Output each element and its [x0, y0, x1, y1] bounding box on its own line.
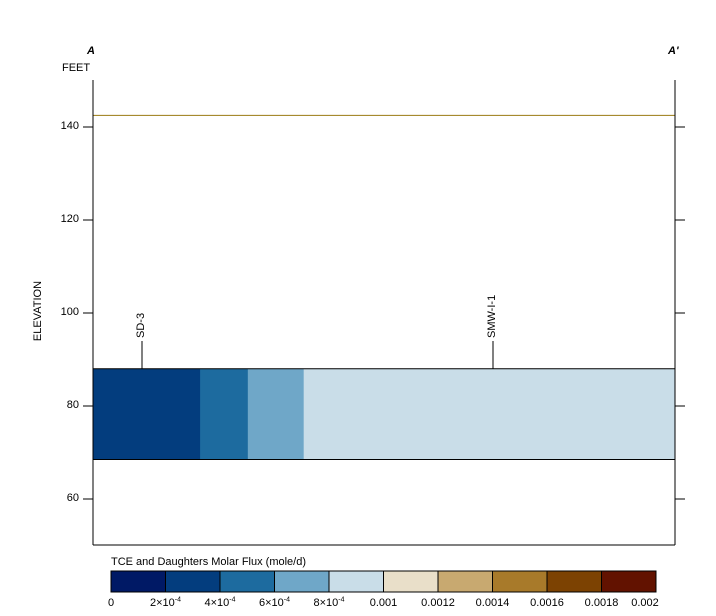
legend-tick-label: 2×10-4	[149, 596, 182, 609]
well-label: SMW-I-1	[486, 294, 498, 338]
flux-segment	[247, 368, 305, 460]
y-tick-label: 80	[66, 399, 79, 411]
legend-tick-label: 6×10-4	[258, 596, 291, 609]
legend-tick-label: 0.0016	[530, 597, 564, 609]
legend-swatch	[328, 570, 384, 593]
y-tick-label: 100	[60, 306, 79, 318]
y-tick-label: 140	[60, 120, 79, 132]
flux-segment	[200, 368, 249, 460]
legend-tick-label: 0.0018	[584, 597, 619, 609]
flux-segment	[93, 368, 201, 460]
legend-tick-label: 8×10-4	[313, 596, 345, 609]
flux-segment	[303, 368, 676, 460]
legend-swatch	[165, 570, 221, 593]
legend-swatch	[601, 570, 657, 593]
section-end-label: A'	[668, 45, 679, 57]
legend-swatch	[492, 570, 548, 593]
legend-tick-label: 0.0012	[421, 597, 455, 609]
legend-swatch	[437, 570, 493, 593]
legend-swatch	[546, 570, 602, 593]
legend-tick-label: 0.001	[369, 597, 398, 609]
axis-unit-label: FEET	[62, 62, 91, 74]
y-tick-label: 120	[60, 213, 79, 225]
legend-swatch	[383, 570, 439, 593]
y-tick-label: 60	[66, 492, 79, 504]
legend-title: TCE and Daughters Molar Flux (mole/d)	[111, 556, 307, 568]
legend-tick-label: 0	[108, 597, 115, 609]
legend-swatch	[219, 570, 275, 593]
legend-swatch	[110, 570, 166, 593]
legend-tick-label: 4×10-4	[204, 596, 236, 609]
legend-tick-label: 0.002	[631, 597, 659, 609]
legend-swatch	[274, 570, 330, 593]
section-start-label: A	[87, 45, 95, 57]
legend-tick-label: 0.0014	[475, 597, 510, 609]
well-label: SD-3	[135, 312, 147, 338]
